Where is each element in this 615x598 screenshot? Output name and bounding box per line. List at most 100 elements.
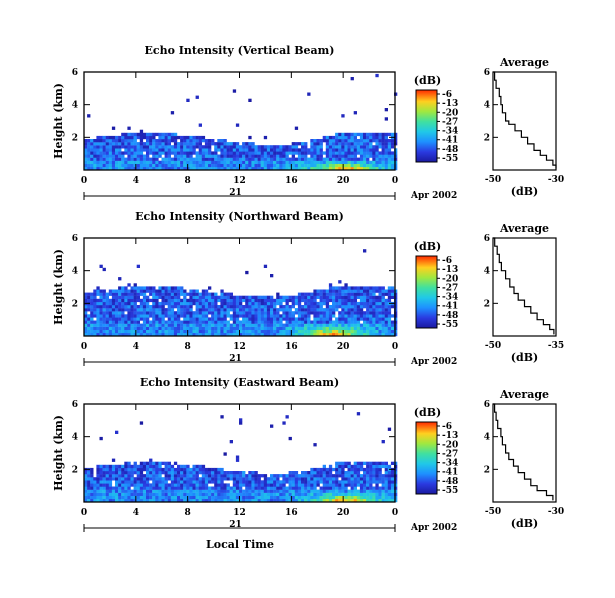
heatmap-cell (142, 467, 147, 472)
heatmap-cell (167, 145, 171, 149)
heatmap-cell (127, 326, 131, 330)
date-label: Apr 2002 (410, 357, 457, 367)
heatmap-cell (105, 301, 109, 306)
heatmap-cell (127, 154, 131, 158)
heatmap-cell (257, 474, 261, 478)
heatmap-cell (201, 295, 206, 299)
heatmap-cell (223, 145, 227, 149)
heatmap-cell (115, 467, 119, 472)
heatmap-cell (87, 305, 91, 309)
heatmap-cell (322, 483, 326, 487)
heatmap-cell (366, 471, 370, 475)
heatmap-cell (195, 480, 199, 484)
heatmap-cell (158, 314, 162, 318)
heatmap-cell (294, 148, 299, 152)
heatmap-cell (375, 298, 379, 303)
heatmap-cell (319, 301, 323, 306)
heatmap-cell (130, 295, 134, 299)
heatmap-cell (235, 311, 240, 315)
heatmap-cell (372, 154, 376, 158)
heatmap-cell (366, 317, 370, 321)
heatmap-cell (263, 151, 268, 155)
heatmap-cell (263, 486, 268, 490)
heatmap-cell (198, 477, 202, 481)
heatmap-cell (338, 166, 342, 171)
heatmap-cell (93, 139, 97, 143)
heatmap-cell (142, 464, 147, 469)
heatmap-cell (313, 166, 317, 171)
heatmap-cell (304, 163, 308, 168)
x-tick-label: 0 (392, 342, 398, 352)
heatmap-cell (142, 483, 147, 487)
heatmap-cell (263, 163, 268, 168)
heatmap-cell (248, 495, 252, 500)
heatmap-cell (214, 151, 218, 155)
heatmap-cell (285, 317, 289, 321)
heatmap-cell (99, 483, 103, 487)
heatmap-cell (248, 474, 252, 478)
heatmap-cell (322, 498, 326, 503)
heatmap-cell (341, 486, 345, 490)
heatmap-cell (313, 489, 317, 493)
heatmap-cell (90, 323, 94, 327)
heatmap-cell (372, 486, 376, 490)
panel-2: Echo Intensity (Northward Beam)642Height… (52, 210, 564, 367)
heatmap-cell (235, 317, 240, 321)
heatmap-cell (220, 166, 224, 171)
heatmap-cell (251, 311, 255, 315)
heatmap-cell (121, 311, 125, 315)
heatmap-cell (87, 317, 91, 321)
heatmap-cell (102, 474, 106, 478)
heatmap-cell (335, 461, 339, 465)
heatmap-cell (279, 151, 283, 155)
heatmap-cell (347, 329, 351, 334)
heatmap-cell (152, 166, 156, 171)
heatmap-cell (208, 498, 212, 503)
heatmap-cell (189, 308, 193, 312)
heatmap-cell (251, 151, 255, 155)
heatmap-cell (136, 286, 140, 290)
heatmap-cell (232, 332, 237, 337)
colorbar-unit: (dB) (414, 406, 441, 419)
heatmap-cell (257, 145, 261, 149)
heatmap-cell (285, 308, 289, 312)
heatmap-cell (338, 467, 342, 472)
heatmap-cell (195, 317, 199, 321)
heatmap-cell (254, 305, 258, 309)
heatmap-cell (108, 305, 113, 309)
heatmap-cell (115, 329, 119, 334)
heatmap-cell (378, 474, 382, 478)
heatmap-cell (214, 314, 218, 318)
heatmap-cell (304, 145, 308, 149)
heatmap-cell (217, 495, 221, 500)
heatmap-cell (105, 154, 109, 158)
heatmap-cell (173, 301, 178, 306)
heatmap-cell (139, 308, 144, 312)
heatmap-cell (142, 301, 147, 306)
heatmap-cell (319, 295, 323, 299)
heatmap-cell (304, 498, 308, 503)
heatmap-cell (245, 270, 249, 275)
heatmap-cell (372, 286, 376, 290)
heatmap-cell (381, 305, 385, 309)
heatmap-cell (359, 298, 364, 303)
heatmap-cell (276, 295, 280, 299)
heatmap-cell (102, 142, 106, 146)
heatmap-cell (158, 311, 162, 315)
heatmap-cell (102, 495, 106, 500)
heatmap-cell (310, 332, 314, 337)
heatmap-cell (285, 474, 289, 478)
heatmap-cell (378, 135, 382, 140)
heatmap-cell (155, 157, 159, 161)
heatmap-cell (325, 311, 330, 315)
heatmap-cell (170, 474, 175, 478)
heatmap-cell (198, 498, 202, 503)
heatmap-cell (266, 498, 271, 503)
heatmap-cell (332, 151, 336, 155)
heatmap-cell (90, 477, 94, 481)
heatmap-cell (105, 311, 109, 315)
heatmap-cell (87, 471, 91, 475)
heatmap-cell (192, 480, 196, 484)
heatmap-cell (192, 486, 196, 490)
heatmap-cell (124, 308, 128, 312)
